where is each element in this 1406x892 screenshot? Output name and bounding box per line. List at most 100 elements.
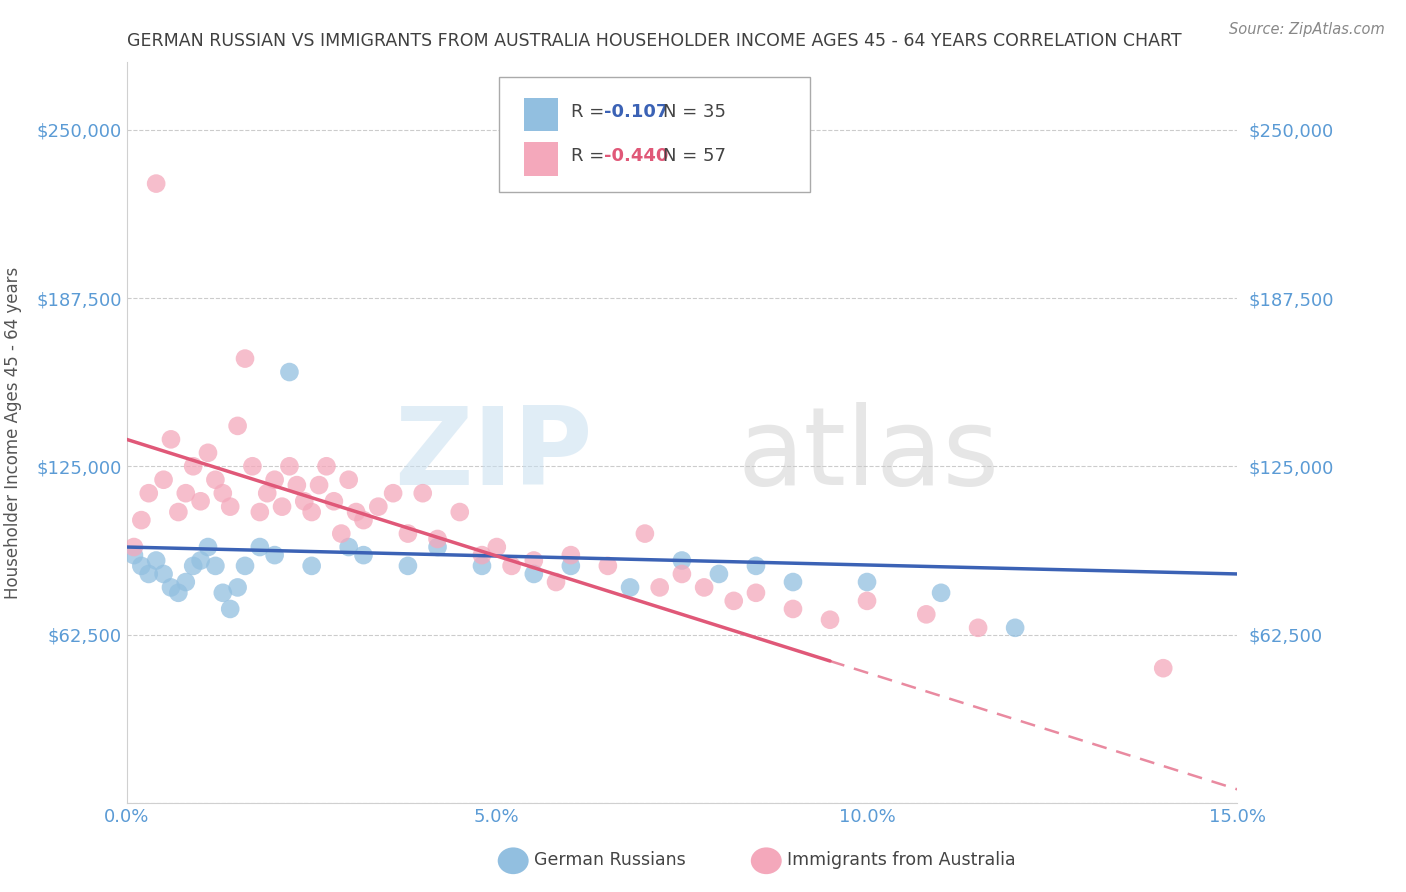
- Point: [181, 459, 204, 474]
- Point: [122, 540, 145, 554]
- Point: [782, 575, 804, 590]
- Point: [353, 513, 375, 527]
- Point: [782, 602, 804, 616]
- Point: [226, 418, 249, 433]
- Point: [619, 581, 641, 595]
- Point: [745, 558, 768, 573]
- Point: [382, 486, 405, 500]
- Point: [330, 526, 353, 541]
- Point: [152, 566, 174, 581]
- Point: [160, 581, 183, 595]
- Text: GERMAN RUSSIAN VS IMMIGRANTS FROM AUSTRALIA HOUSEHOLDER INCOME AGES 45 - 64 YEAR: GERMAN RUSSIAN VS IMMIGRANTS FROM AUSTRA…: [127, 32, 1181, 50]
- Point: [856, 594, 879, 608]
- Point: [337, 473, 360, 487]
- Text: -0.107: -0.107: [605, 103, 668, 121]
- Point: [745, 586, 768, 600]
- Point: [190, 494, 212, 508]
- Point: [204, 473, 226, 487]
- Point: [560, 558, 582, 573]
- Point: [485, 540, 508, 554]
- Point: [301, 505, 323, 519]
- Text: N = 35: N = 35: [664, 103, 725, 121]
- Text: ZIP: ZIP: [395, 401, 593, 508]
- Point: [396, 526, 419, 541]
- Point: [856, 575, 879, 590]
- Y-axis label: Householder Income Ages 45 - 64 years: Householder Income Ages 45 - 64 years: [4, 267, 22, 599]
- Point: [671, 566, 693, 581]
- Point: [1152, 661, 1174, 675]
- Point: [337, 540, 360, 554]
- Point: [219, 602, 242, 616]
- Point: [648, 581, 671, 595]
- Point: [544, 575, 567, 590]
- Point: [278, 459, 301, 474]
- Point: [249, 540, 271, 554]
- Point: [197, 446, 219, 460]
- Point: [138, 566, 160, 581]
- Point: [967, 621, 990, 635]
- Point: [292, 494, 315, 508]
- Point: [367, 500, 389, 514]
- Point: [233, 351, 256, 366]
- Point: [190, 553, 212, 567]
- Point: [145, 553, 167, 567]
- Point: [256, 486, 278, 500]
- Point: [1004, 621, 1026, 635]
- Point: [707, 566, 730, 581]
- Point: [263, 548, 285, 562]
- Point: [263, 473, 285, 487]
- Point: [249, 505, 271, 519]
- Point: [344, 505, 367, 519]
- Point: [233, 558, 256, 573]
- Point: [211, 586, 233, 600]
- Point: [138, 486, 160, 500]
- Point: [131, 558, 153, 573]
- Point: [278, 365, 301, 379]
- Point: [285, 478, 308, 492]
- Point: [693, 581, 716, 595]
- Text: Immigrants from Australia: Immigrants from Australia: [787, 851, 1017, 869]
- Point: [412, 486, 434, 500]
- Text: R =: R =: [571, 103, 610, 121]
- Point: [242, 459, 264, 474]
- Point: [471, 558, 494, 573]
- Point: [131, 513, 153, 527]
- Point: [523, 566, 546, 581]
- Point: [818, 613, 841, 627]
- Text: N = 57: N = 57: [664, 147, 725, 165]
- Point: [211, 486, 233, 500]
- Point: [322, 494, 344, 508]
- Point: [929, 586, 952, 600]
- Text: -0.440: -0.440: [605, 147, 668, 165]
- Point: [181, 558, 204, 573]
- Point: [315, 459, 337, 474]
- Point: [174, 486, 197, 500]
- Text: German Russians: German Russians: [534, 851, 686, 869]
- Point: [271, 500, 294, 514]
- Point: [167, 586, 190, 600]
- Point: [160, 433, 183, 447]
- FancyBboxPatch shape: [499, 78, 810, 192]
- FancyBboxPatch shape: [524, 143, 558, 176]
- Point: [204, 558, 226, 573]
- Point: [426, 540, 449, 554]
- Point: [122, 548, 145, 562]
- Point: [471, 548, 494, 562]
- Point: [145, 177, 167, 191]
- Point: [523, 553, 546, 567]
- Point: [396, 558, 419, 573]
- Point: [219, 500, 242, 514]
- Point: [226, 581, 249, 595]
- Point: [723, 594, 745, 608]
- Text: R =: R =: [571, 147, 610, 165]
- Point: [152, 473, 174, 487]
- Point: [915, 607, 938, 622]
- Point: [501, 558, 523, 573]
- Point: [353, 548, 375, 562]
- Point: [174, 575, 197, 590]
- Point: [449, 505, 471, 519]
- Text: atlas: atlas: [738, 401, 1000, 508]
- Point: [634, 526, 657, 541]
- Text: Source: ZipAtlas.com: Source: ZipAtlas.com: [1229, 22, 1385, 37]
- Point: [301, 558, 323, 573]
